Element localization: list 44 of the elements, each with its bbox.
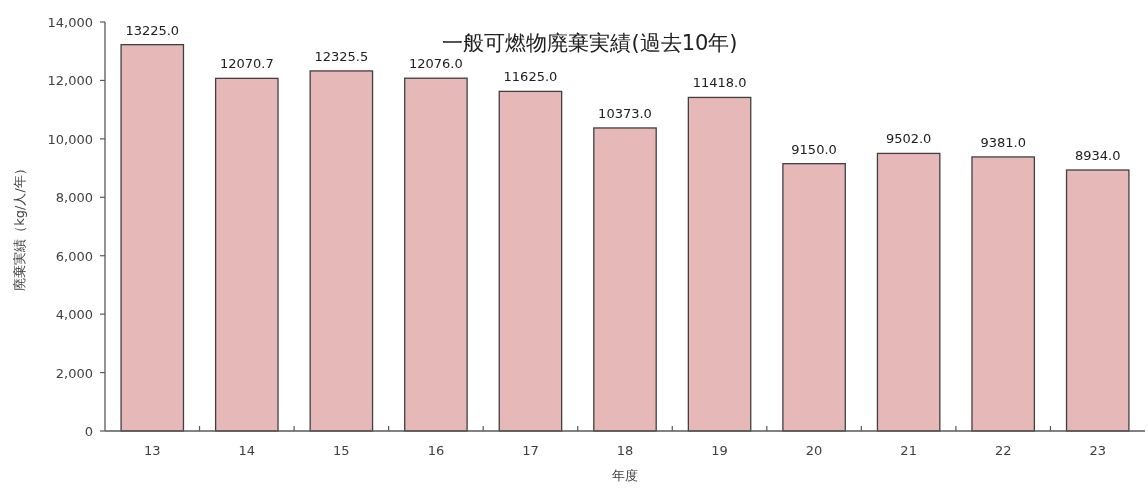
x-tick-label: 14 bbox=[238, 443, 256, 458]
y-tick-label: 2,000 bbox=[55, 365, 93, 381]
y-tick-label: 6,000 bbox=[55, 248, 93, 264]
bar bbox=[593, 127, 657, 432]
bar bbox=[309, 70, 374, 432]
data-label: 9150.0 bbox=[791, 141, 837, 157]
x-tick-label: 20 bbox=[805, 443, 823, 458]
y-axis-title: 廃棄実績（kg/人/年） bbox=[12, 162, 27, 291]
x-tick-label: 15 bbox=[333, 443, 350, 458]
data-label: 9502.0 bbox=[885, 131, 932, 147]
x-axis-title: 年度 bbox=[612, 468, 638, 483]
chart-title: 一般可燃物廃棄実績(過去10年) bbox=[442, 31, 738, 55]
data-label: 12070.7 bbox=[219, 56, 274, 72]
data-label: 11625.0 bbox=[503, 69, 558, 85]
x-tick-label: 21 bbox=[900, 443, 917, 458]
x-tick-label: 16 bbox=[427, 443, 445, 458]
data-label: 11418.0 bbox=[692, 75, 747, 91]
data-label: 10373.0 bbox=[598, 105, 652, 121]
bar bbox=[404, 77, 468, 432]
bar bbox=[971, 156, 1036, 432]
x-tick-label: 22 bbox=[994, 443, 1012, 458]
bar bbox=[214, 77, 279, 432]
x-tick-label: 17 bbox=[522, 443, 539, 458]
data-label: 9381.0 bbox=[980, 134, 1026, 150]
x-tick-label: 13 bbox=[144, 443, 161, 458]
data-label: 8934.0 bbox=[1074, 148, 1121, 163]
bar bbox=[687, 96, 752, 432]
x-tick-label: 19 bbox=[711, 443, 728, 458]
y-tick-label: 14,000 bbox=[47, 15, 93, 30]
bar bbox=[876, 152, 941, 432]
y-tick-label: 10,000 bbox=[47, 131, 93, 147]
y-tick-label: 8,000 bbox=[55, 190, 93, 206]
data-label: 12076.0 bbox=[409, 56, 463, 72]
y-tick-label: 4,000 bbox=[55, 307, 93, 323]
x-tick-label: 23 bbox=[1089, 443, 1106, 458]
bar bbox=[782, 163, 846, 432]
data-label: 12325.5 bbox=[314, 48, 369, 64]
bar bbox=[1065, 169, 1130, 432]
data-label: 13225.0 bbox=[125, 22, 180, 38]
y-tick-label: 0 bbox=[84, 424, 93, 439]
bar bbox=[120, 43, 185, 432]
y-tick-label: 12,000 bbox=[47, 73, 93, 89]
x-tick-label: 18 bbox=[616, 443, 634, 458]
bar bbox=[498, 90, 563, 432]
